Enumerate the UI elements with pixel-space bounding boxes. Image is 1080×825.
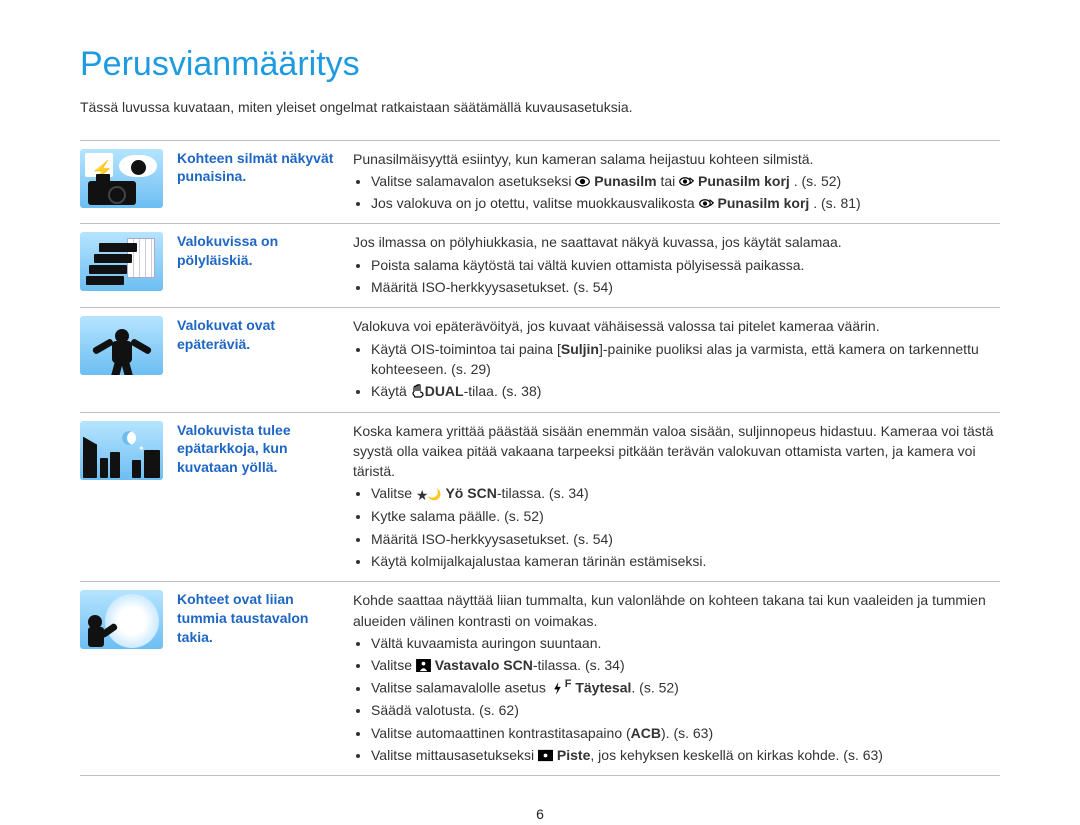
list-item: Käytä DUAL-tilaa. (s. 38) [371,381,1000,401]
thumb-red-eye: ⚡ [80,149,163,208]
eye-brush-icon [699,195,714,208]
issue-label: Valokuvista tulee epätarkkoja, kun kuvat… [177,421,339,574]
list-item: Määritä ISO-herkkyysasetukset. (s. 54) [371,529,1000,549]
spot-icon [538,747,553,760]
issue-description: Kohde saattaa näyttää liian tummalta, ku… [353,590,1000,767]
thumb-dust [80,232,163,291]
list-item: Valitse salamavalolle asetus F Täytesal.… [371,677,1000,698]
eye-brush-icon [679,173,694,186]
thumb-night: ✦ [80,421,163,480]
list-item: Valitse mittausasetukseksi Piste, jos ke… [371,745,1000,765]
table-row: ⚡ Kohteen silmät näkyvät punaisina. Puna… [80,140,1000,224]
desc-lead: Jos ilmassa on pölyhiukkasia, ne saattav… [353,232,1000,252]
page-title: Perusvianmääritys [80,40,1000,89]
star-icon: ★ [416,485,428,498]
table-row: ✦ Valokuvista tulee epätarkkoja, kun kuv… [80,412,1000,582]
hand-icon [411,383,425,396]
table-row: Kohteet ovat liian tummia taustavalon ta… [80,581,1000,776]
desc-lead: Kohde saattaa näyttää liian tummalta, ku… [353,590,1000,631]
moon-icon: 🌙 [428,489,442,501]
table-row: Valokuvat ovat epäteräviä. Valokuva voi … [80,307,1000,411]
page-number: 6 [80,804,1000,824]
issue-description: Koska kamera yrittää päästää sisään enem… [353,421,1000,574]
list-item: Valitse Vastavalo SCN-tilassa. (s. 34) [371,655,1000,675]
issue-description: Jos ilmassa on pölyhiukkasia, ne saattav… [353,232,1000,299]
issue-label: Valokuvat ovat epäteräviä. [177,316,339,403]
desc-lead: Valokuva voi epäterävöityä, jos kuvaat v… [353,316,1000,336]
issue-label: Kohteet ovat liian tummia taustavalon ta… [177,590,339,767]
eye-icon [575,173,590,186]
list-item: Käytä kolmijalkajalustaa kameran tärinän… [371,551,1000,571]
thumb-blur [80,316,163,375]
page-subtitle: Tässä luvussa kuvataan, miten yleiset on… [80,97,1000,117]
list-item: Määritä ISO-herkkyysasetukset. (s. 54) [371,277,1000,297]
issue-label: Kohteen silmät näkyvät punaisina. [177,149,339,216]
list-item: Jos valokuva on jo otettu, valitse muokk… [371,193,1000,213]
list-item: Käytä OIS-toimintoa tai paina [Suljin]-p… [371,339,1000,380]
thumb-backlight [80,590,163,649]
flash-icon [550,680,565,693]
table-row: Valokuvissa on pölyläiskiä. Jos ilmassa … [80,223,1000,307]
list-item: Poista salama käytöstä tai vältä kuvien … [371,255,1000,275]
silhouette-icon [416,657,431,670]
list-item: Kytke salama päälle. (s. 52) [371,506,1000,526]
list-item: Valitse salamavalon asetukseksi Punasilm… [371,171,1000,191]
list-item: Valitse ★🌙 Yö SCN-tilassa. (s. 34) [371,483,1000,504]
issue-description: Valokuva voi epäterävöityä, jos kuvaat v… [353,316,1000,403]
desc-lead: Punasilmäisyyttä esiintyy, kun kameran s… [353,149,1000,169]
list-item: Valitse automaattinen kontrastitasapaino… [371,723,1000,743]
list-item: Säädä valotusta. (s. 62) [371,700,1000,720]
troubleshooting-table: ⚡ Kohteen silmät näkyvät punaisina. Puna… [80,140,1000,777]
issue-label: Valokuvissa on pölyläiskiä. [177,232,339,299]
issue-description: Punasilmäisyyttä esiintyy, kun kameran s… [353,149,1000,216]
list-item: Vältä kuvaamista auringon suuntaan. [371,633,1000,653]
desc-lead: Koska kamera yrittää päästää sisään enem… [353,421,1000,482]
